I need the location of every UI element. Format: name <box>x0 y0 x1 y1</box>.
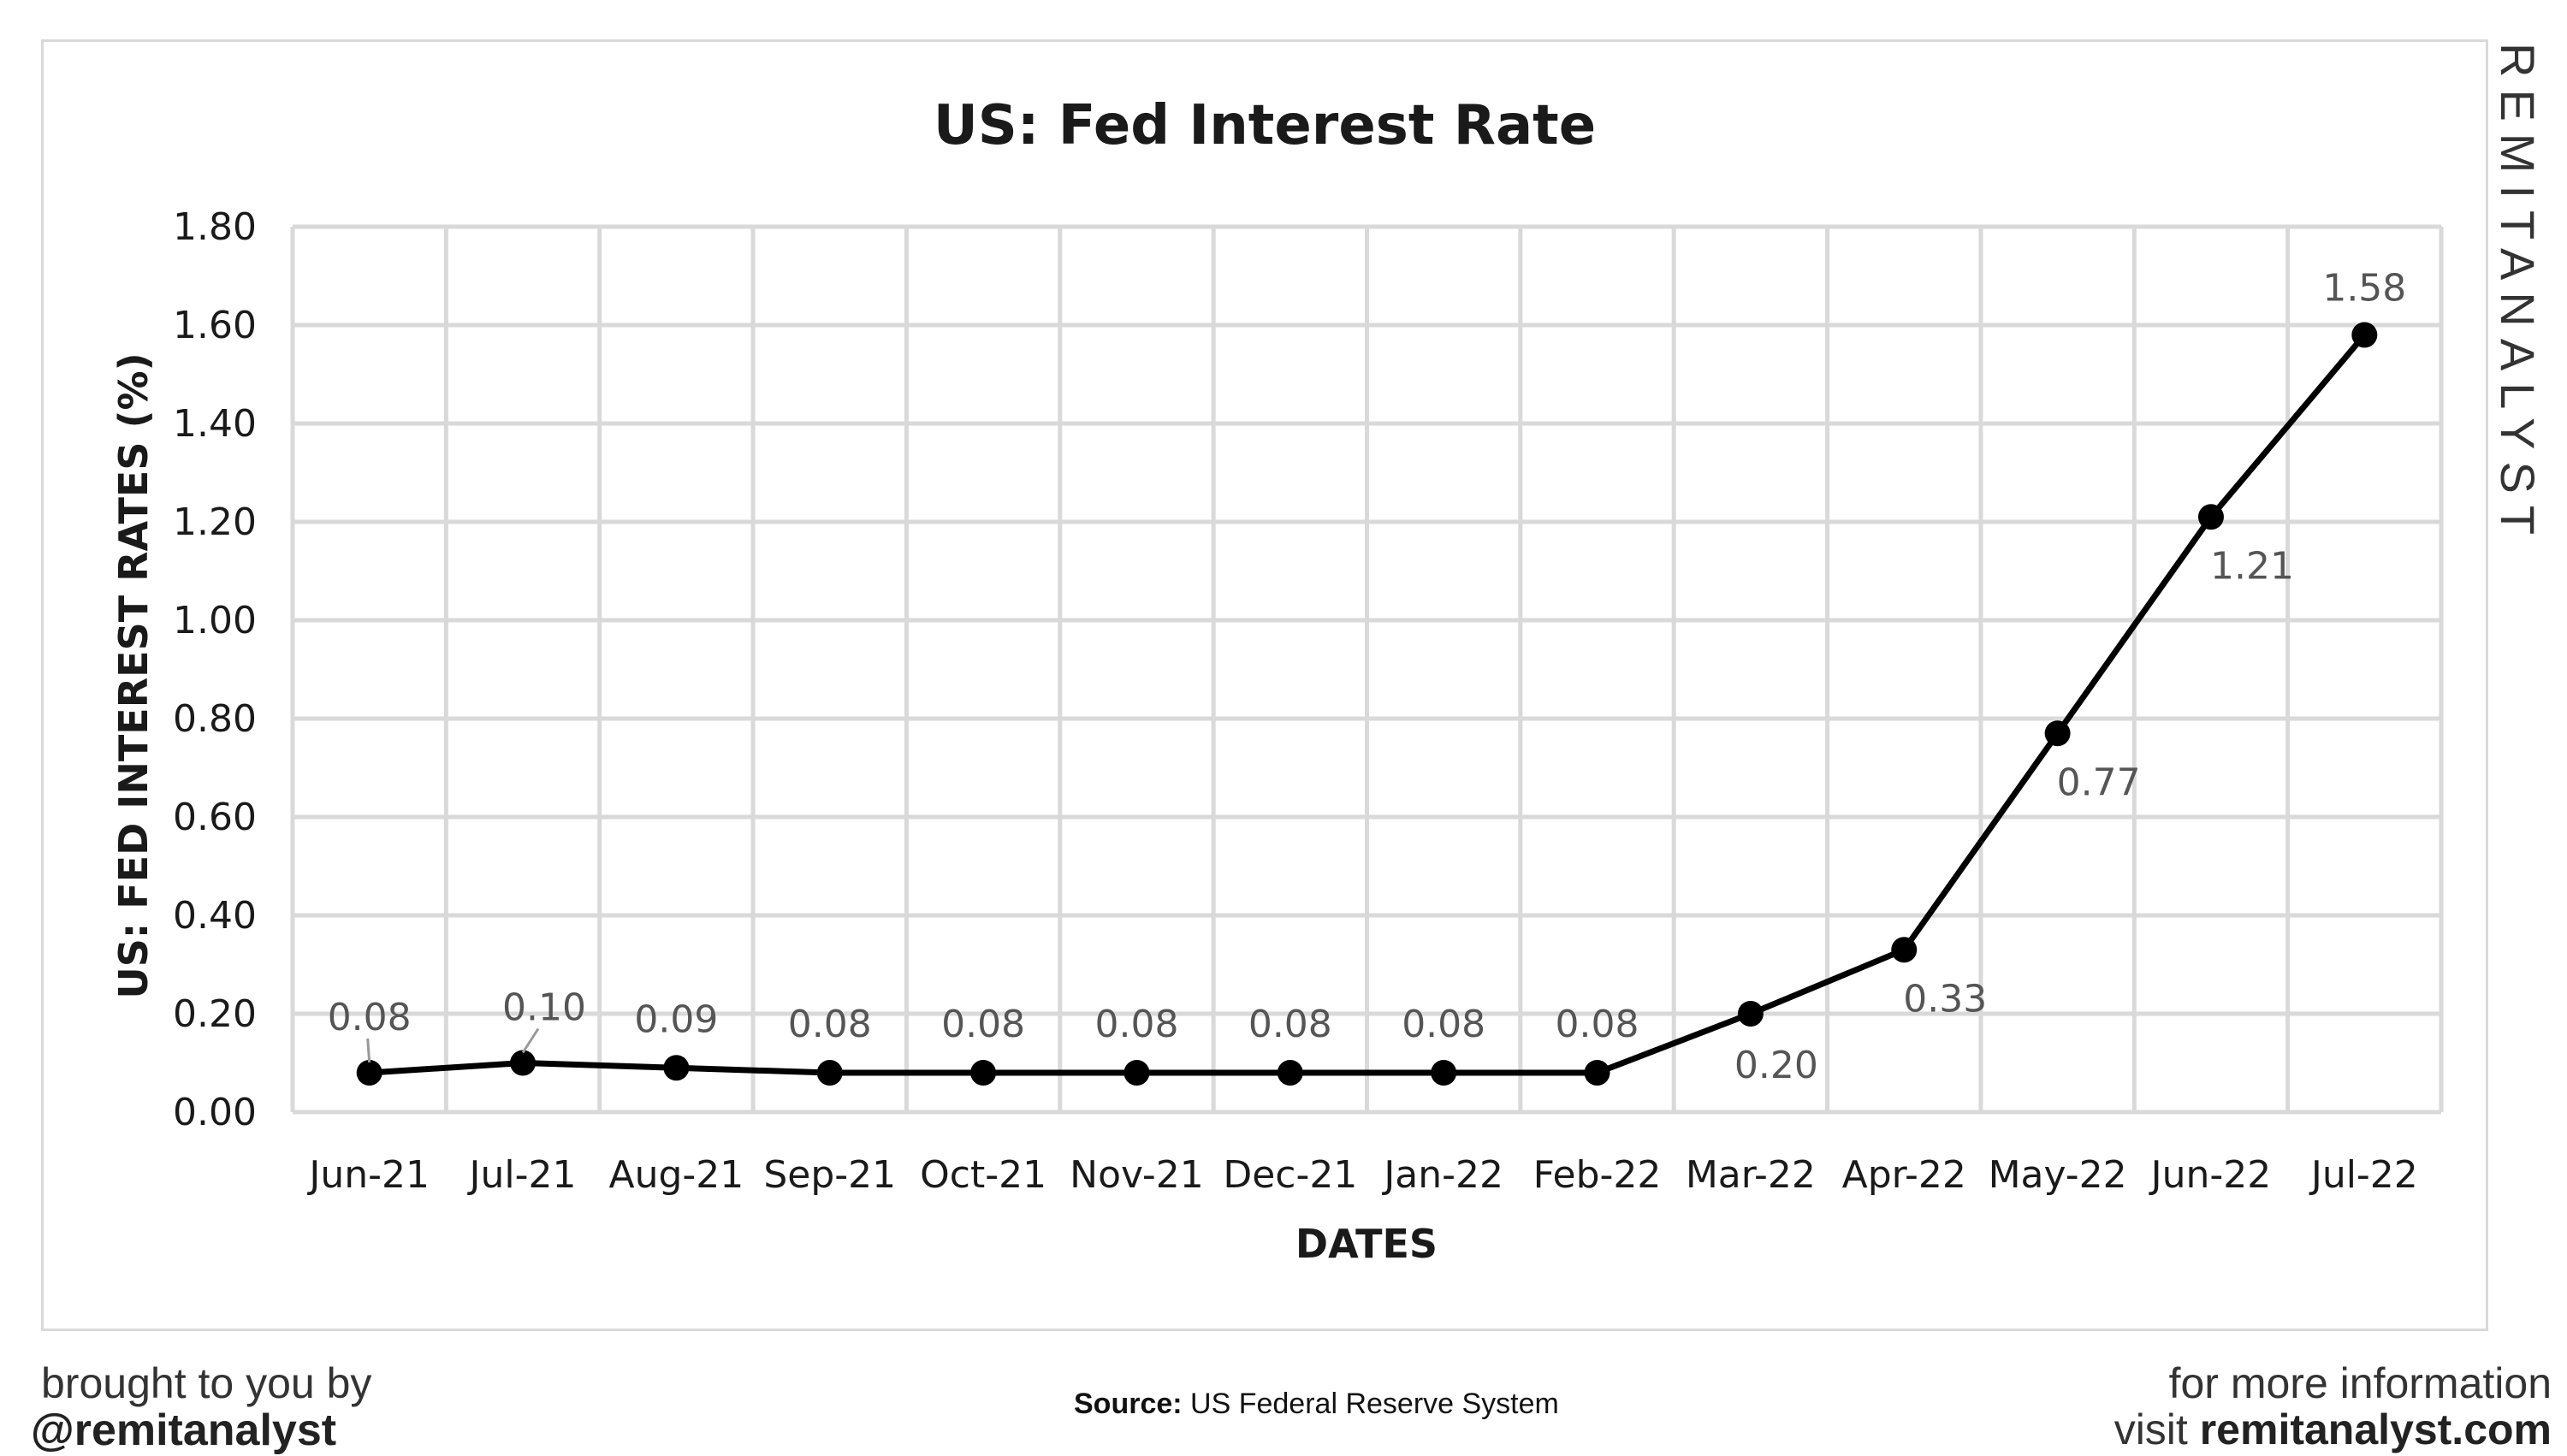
data-point <box>663 1055 690 1081</box>
data-label: 0.08 <box>1248 1003 1332 1046</box>
y-tick-label: 1.60 <box>173 304 257 347</box>
data-point <box>1584 1060 1610 1086</box>
data-label: 0.77 <box>2057 761 2141 804</box>
data-point <box>1891 937 1918 963</box>
x-tick-label: Jul-21 <box>467 1153 577 1197</box>
data-label: 0.08 <box>1556 1003 1639 1046</box>
y-tick-label: 1.00 <box>173 599 257 642</box>
x-tick-label: Mar-22 <box>1686 1153 1816 1197</box>
data-label: 0.08 <box>941 1003 1025 1046</box>
data-label: 0.08 <box>1094 1003 1178 1046</box>
footer-source: Source: US Federal Reserve System <box>1074 1388 1559 1421</box>
chart-frame <box>41 39 2488 1331</box>
x-tick-label: Aug-21 <box>609 1153 744 1197</box>
data-point <box>1737 1001 1764 1027</box>
data-point <box>1123 1060 1150 1086</box>
data-label: 0.33 <box>1903 977 1987 1021</box>
watermark-text: REMITANALYST <box>2491 43 2545 547</box>
data-label: 1.58 <box>2322 267 2406 311</box>
series-layer <box>356 322 2378 1086</box>
data-point <box>2351 322 2378 348</box>
y-axis-title: US: FED INTEREST RATES (%) <box>110 352 157 998</box>
x-axis-title: DATES <box>1295 1221 1438 1267</box>
label-leader <box>366 1038 371 1063</box>
x-tick-label: Nov-21 <box>1070 1153 1204 1197</box>
y-tick-label: 1.80 <box>173 205 257 249</box>
x-tick-label: Feb-22 <box>1533 1153 1662 1197</box>
data-point <box>510 1050 537 1076</box>
data-point <box>356 1060 382 1086</box>
data-label: 0.08 <box>788 1003 872 1046</box>
x-tick-label: Apr-22 <box>1842 1153 1966 1197</box>
y-tick-label: 0.80 <box>173 697 257 741</box>
data-label: 0.08 <box>1402 1003 1485 1046</box>
y-tick-label: 0.60 <box>173 796 257 839</box>
x-tick-label: Jul-22 <box>2309 1153 2418 1197</box>
y-tick-label: 0.40 <box>173 894 257 938</box>
x-tick-label: Oct-21 <box>920 1153 1046 1197</box>
x-tick-label: May-22 <box>1989 1153 2127 1197</box>
series-line <box>369 333 2367 1076</box>
data-point <box>2044 720 2071 747</box>
website-prefix: visit <box>2113 1406 2188 1453</box>
data-label: 0.09 <box>634 997 718 1041</box>
x-tick-label: Sep-21 <box>763 1153 896 1197</box>
footer-credit-label: brought to you by <box>41 1359 372 1407</box>
y-tick-label: 1.20 <box>173 500 257 544</box>
x-tick-label: Jun-22 <box>2149 1153 2272 1197</box>
footer-handle: @remitanalyst <box>31 1406 337 1455</box>
y-tick-label: 0.20 <box>173 992 257 1036</box>
website-link[interactable]: remitanalyst.com <box>2199 1406 2552 1453</box>
x-tick-label: Jun-21 <box>306 1153 430 1197</box>
source-label: Source: <box>1074 1388 1183 1420</box>
footer-website: visit remitanalyst.com <box>2114 1405 2552 1454</box>
label-leader <box>521 1027 540 1054</box>
data-label-layer: 0.08 0.10 0.09 0.08 0.08 0.08 0.08 0.08 0.08 0.20… <box>328 267 2407 1088</box>
y-tick-label: 0.00 <box>173 1091 257 1134</box>
data-point <box>1277 1060 1303 1086</box>
footer-info-label: for more information <box>2168 1359 2552 1407</box>
source-text: US Federal Reserve System <box>1190 1388 1559 1420</box>
x-axis-ticks: Jun-21 Jul-21 Aug-21 Sep-21 Oct-21 Nov-21 Dec-… <box>306 1153 2417 1197</box>
data-label: 0.10 <box>502 986 586 1030</box>
data-point <box>970 1060 997 1086</box>
chart-title: US: Fed Interest Rate <box>934 94 1596 157</box>
data-point <box>816 1060 843 1086</box>
data-label: 0.08 <box>328 996 412 1039</box>
data-point <box>2197 504 2224 530</box>
data-label: 0.20 <box>1734 1044 1818 1087</box>
y-tick-label: 1.40 <box>173 402 257 446</box>
data-label: 1.21 <box>2210 544 2294 588</box>
x-tick-label: Dec-21 <box>1223 1153 1357 1197</box>
watermark: REMITANALYST <box>2490 43 2558 547</box>
grid-layer <box>290 224 2444 1115</box>
x-tick-label: Jan-22 <box>1381 1153 1503 1197</box>
y-axis-ticks: 0.00 0.20 0.40 0.60 0.80 1.00 1.20 1.40 1.60 1.80 <box>173 205 257 1134</box>
data-point <box>1431 1060 1457 1086</box>
